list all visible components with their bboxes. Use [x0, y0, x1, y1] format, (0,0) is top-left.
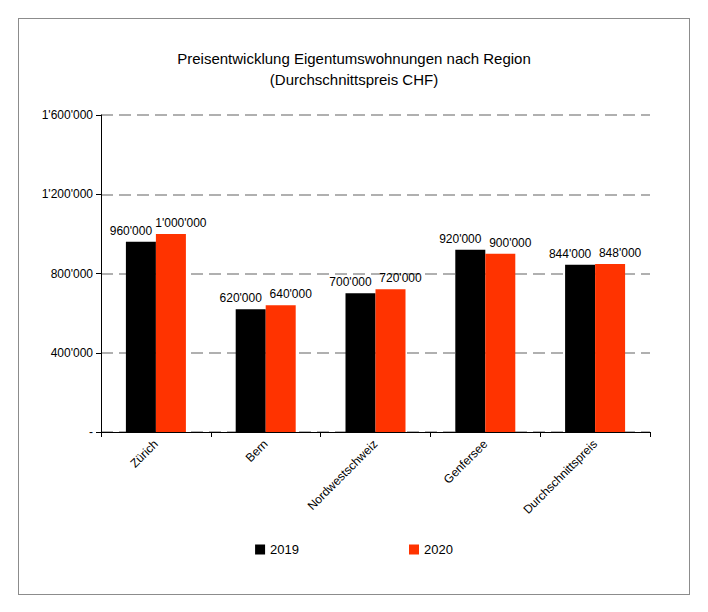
svg-text:(Durchschnittspreis CHF): (Durchschnittspreis CHF) [270, 71, 438, 88]
svg-text:848'000: 848'000 [599, 246, 642, 260]
svg-text:Genfersee: Genfersee [441, 437, 491, 487]
svg-text:640'000: 640'000 [270, 287, 313, 301]
svg-text:Preisentwicklung Eigentumswohn: Preisentwicklung Eigentumswohnungen nach… [177, 50, 531, 67]
svg-text:720'000: 720'000 [379, 271, 422, 285]
svg-text:700'000: 700'000 [329, 275, 372, 289]
svg-text:800'000: 800'000 [51, 267, 94, 281]
svg-text:1'200'000: 1'200'000 [42, 187, 94, 201]
svg-text:960'000: 960'000 [110, 224, 153, 238]
svg-text:2020: 2020 [424, 542, 453, 557]
svg-text:400'000: 400'000 [51, 346, 94, 360]
svg-text:2019: 2019 [270, 542, 299, 557]
svg-text:1'600'000: 1'600'000 [42, 108, 94, 122]
svg-text:-: - [89, 425, 93, 439]
svg-text:Durchschnittspreis: Durchschnittspreis [520, 437, 600, 517]
svg-text:620'000: 620'000 [220, 291, 263, 305]
svg-text:Bern: Bern [243, 437, 271, 465]
svg-text:844'000: 844'000 [549, 247, 592, 261]
svg-text:Zürich: Zürich [127, 437, 160, 470]
svg-text:1'000'000: 1'000'000 [155, 216, 207, 230]
svg-text:920'000: 920'000 [439, 232, 482, 246]
svg-text:900'000: 900'000 [489, 236, 532, 250]
svg-text:Nordwestschweiz: Nordwestschweiz [305, 437, 381, 513]
